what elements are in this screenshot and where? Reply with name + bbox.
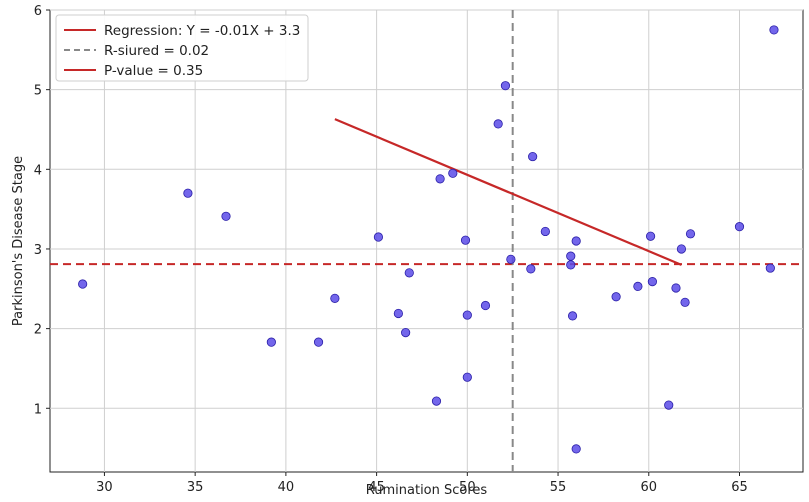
data-point <box>462 372 472 382</box>
x-axis-title: Rumination Scores <box>366 483 488 498</box>
data-point <box>462 310 472 320</box>
legend-box <box>55 14 309 82</box>
data-point <box>266 337 276 347</box>
data-point <box>571 236 581 246</box>
data-point <box>664 400 674 410</box>
data-point <box>566 260 576 270</box>
x-tick-label: 60 <box>640 480 657 495</box>
y-tick-label: 1 <box>34 402 42 417</box>
y-tick-label: 6 <box>34 4 42 19</box>
plot-area <box>49 9 804 473</box>
data-point <box>183 188 193 198</box>
data-point <box>493 119 503 129</box>
data-point <box>633 281 643 292</box>
x-tick-label: 30 <box>96 480 113 495</box>
data-point <box>685 229 696 239</box>
data-point <box>401 328 411 338</box>
data-point <box>480 300 491 311</box>
data-point <box>734 222 745 232</box>
data-point <box>448 168 458 178</box>
x-tick-label: 65 <box>731 480 748 495</box>
data-point <box>313 337 324 347</box>
data-point <box>221 211 231 221</box>
data-point <box>571 444 581 454</box>
data-point <box>431 396 442 406</box>
data-point <box>566 251 576 261</box>
data-point <box>611 292 621 302</box>
data-point <box>404 268 414 278</box>
regression-line <box>334 118 682 266</box>
data-point <box>540 226 550 237</box>
data-point <box>393 308 403 319</box>
regression <box>334 118 682 266</box>
data-point <box>78 279 88 289</box>
x-tick-label: 45 <box>368 480 385 495</box>
x-tick-label: 50 <box>459 480 476 495</box>
data-point <box>506 254 516 264</box>
legend-r-squared-label: R-siured = 0.02 <box>104 43 209 59</box>
data-point <box>567 311 578 321</box>
data-point <box>500 81 511 91</box>
data-point <box>435 174 445 184</box>
y-tick-label: 4 <box>34 163 42 178</box>
data-point <box>645 231 656 241</box>
data-point <box>460 235 471 245</box>
data-point <box>330 293 340 303</box>
data-point <box>769 25 779 35</box>
data-point <box>373 232 384 242</box>
y-tick-label: 2 <box>34 323 42 338</box>
data-point <box>671 283 681 293</box>
legend-p-value-label: P-value = 0.35 <box>104 63 203 79</box>
data-points <box>78 25 779 454</box>
data-point <box>528 151 538 162</box>
x-tick-label: 35 <box>187 480 204 495</box>
legend-regression-label: Regression: Y = -0.01X + 3.3 <box>104 23 300 39</box>
x-tick-label: 40 <box>278 480 295 495</box>
data-point <box>765 263 775 273</box>
y-axis-title: Parkinson's Disease Stage <box>11 156 26 326</box>
y-tick-label: 3 <box>34 243 42 258</box>
y-tick-label: 5 <box>34 84 42 99</box>
data-point <box>680 297 690 307</box>
data-point <box>526 264 536 274</box>
legend: Regression: Y = -0.01X + 3.3 R-siured = … <box>55 14 309 82</box>
grid <box>50 9 803 472</box>
x-tick-label: 55 <box>550 480 567 495</box>
data-point <box>676 244 687 254</box>
data-point <box>647 277 658 287</box>
